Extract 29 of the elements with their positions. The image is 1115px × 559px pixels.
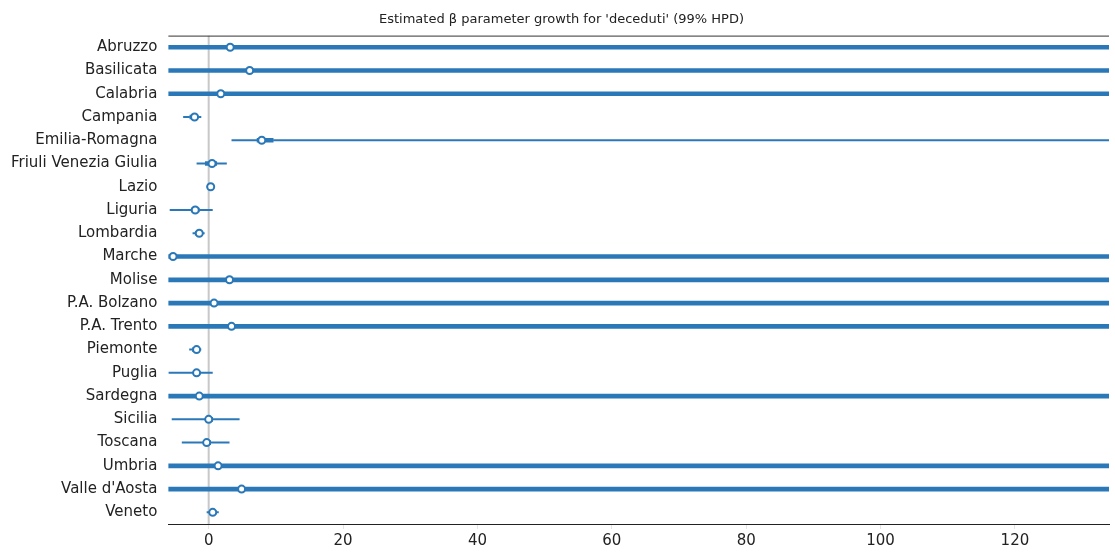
x-tick-label: 100 [866, 530, 895, 549]
y-tick-label: Emilia-Romagna [35, 130, 158, 149]
x-tick-label: 80 [736, 530, 756, 549]
y-tick-label: Basilicata [85, 60, 158, 79]
x-tick-label: 120 [1000, 530, 1030, 549]
y-tick-label: Calabria [95, 83, 158, 102]
chart-title: Estimated β parameter growth for 'deceduti' (99% HPD) [378, 11, 745, 27]
y-tick-label: Puglia [112, 362, 158, 381]
y-tick-label: Valle d'Aosta [61, 479, 158, 497]
y-tick-label: Friuli Venezia Giulia [10, 153, 158, 172]
x-tick-label: 0 [203, 530, 214, 549]
y-tick-label: Molise [109, 269, 158, 288]
y-tick-label: Liguria [106, 199, 158, 218]
y-tick-label: Sardegna [85, 385, 158, 404]
y-tick-label: Lazio [118, 176, 158, 195]
y-tick-label: Sicilia [113, 409, 158, 428]
y-tick-label: Abruzzo [96, 37, 158, 56]
y-tick-label: P.A. Bolzano [66, 292, 158, 311]
y-tick-label: P.A. Trento [79, 316, 158, 335]
y-tick-label: Lombardia [77, 223, 158, 242]
x-tick-label: 40 [467, 530, 487, 549]
x-tick-label: 20 [333, 530, 353, 549]
y-tick-label: Veneto [105, 502, 158, 521]
x-tick-label: 60 [602, 530, 622, 549]
y-tick-label: Toscana [96, 432, 158, 451]
y-tick-label: Piemonte [86, 339, 158, 358]
y-tick-label: Umbria [102, 455, 158, 474]
y-tick-label: Campania [81, 106, 158, 125]
y-tick-label: Marche [102, 246, 158, 265]
